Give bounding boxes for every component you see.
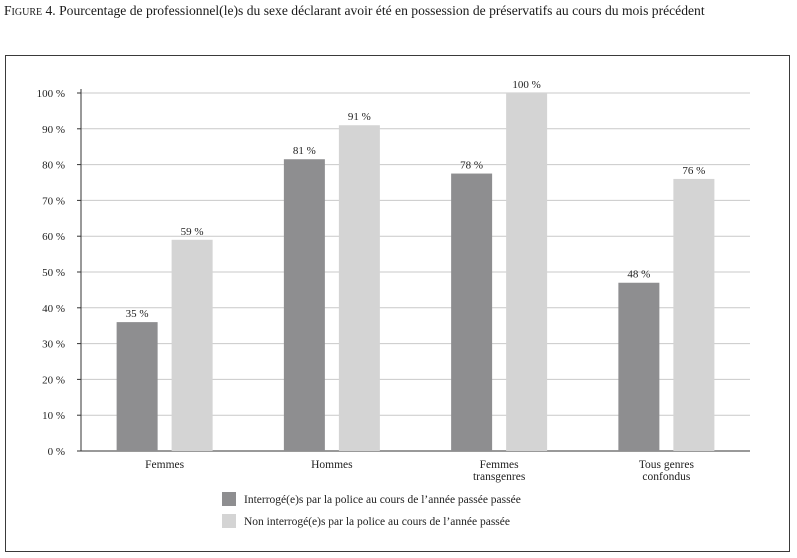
y-tick-label: 50 %	[42, 267, 65, 279]
y-tick-label: 10 %	[42, 410, 65, 422]
data-label: 91 %	[348, 111, 371, 123]
legend-swatch	[222, 514, 236, 528]
bar	[171, 239, 213, 451]
y-tick-label: 80 %	[42, 160, 65, 172]
bar	[451, 173, 493, 452]
y-tick-label: 90 %	[42, 124, 65, 136]
figure-label: Figure 4.	[4, 3, 56, 18]
y-tick-label: 100 %	[37, 88, 65, 100]
data-label: 100 %	[512, 79, 540, 91]
y-tick-label: 70 %	[42, 195, 65, 207]
bar	[116, 322, 158, 451]
bar	[673, 178, 715, 452]
legend-label: Interrogé(e)s par la police au cours de …	[244, 494, 521, 506]
bar	[338, 125, 380, 451]
data-label: 35 %	[126, 308, 149, 320]
x-tick-label: Femmes	[480, 459, 519, 471]
legend-label: Non interrogé(e)s par la police au cours…	[244, 516, 510, 528]
bar	[283, 159, 325, 452]
x-tick-label: Femmes	[145, 459, 184, 471]
data-label: 81 %	[293, 145, 316, 157]
data-label: 76 %	[682, 165, 705, 177]
x-tick-label: transgenres	[473, 471, 526, 483]
y-tick-label: 20 %	[42, 374, 65, 386]
y-tick-label: 60 %	[42, 231, 65, 243]
y-tick-label: 40 %	[42, 303, 65, 315]
chart-frame	[5, 55, 790, 552]
x-tick-label: confondus	[642, 471, 690, 483]
data-label: 78 %	[460, 160, 483, 172]
data-label: 59 %	[181, 226, 204, 238]
x-tick-label: Tous genres	[639, 459, 695, 471]
y-tick-label: 30 %	[42, 339, 65, 351]
legend-swatch	[222, 492, 236, 506]
bar	[618, 282, 660, 451]
figure-caption: Figure 4. Pourcentage de professionnel(l…	[4, 2, 784, 20]
y-tick-label: 0 %	[48, 446, 65, 458]
data-label: 48 %	[627, 269, 650, 281]
x-tick-label: Hommes	[311, 459, 353, 471]
figure-caption-text: Pourcentage de professionnel(le)s du sex…	[59, 3, 705, 18]
bar	[506, 93, 548, 451]
